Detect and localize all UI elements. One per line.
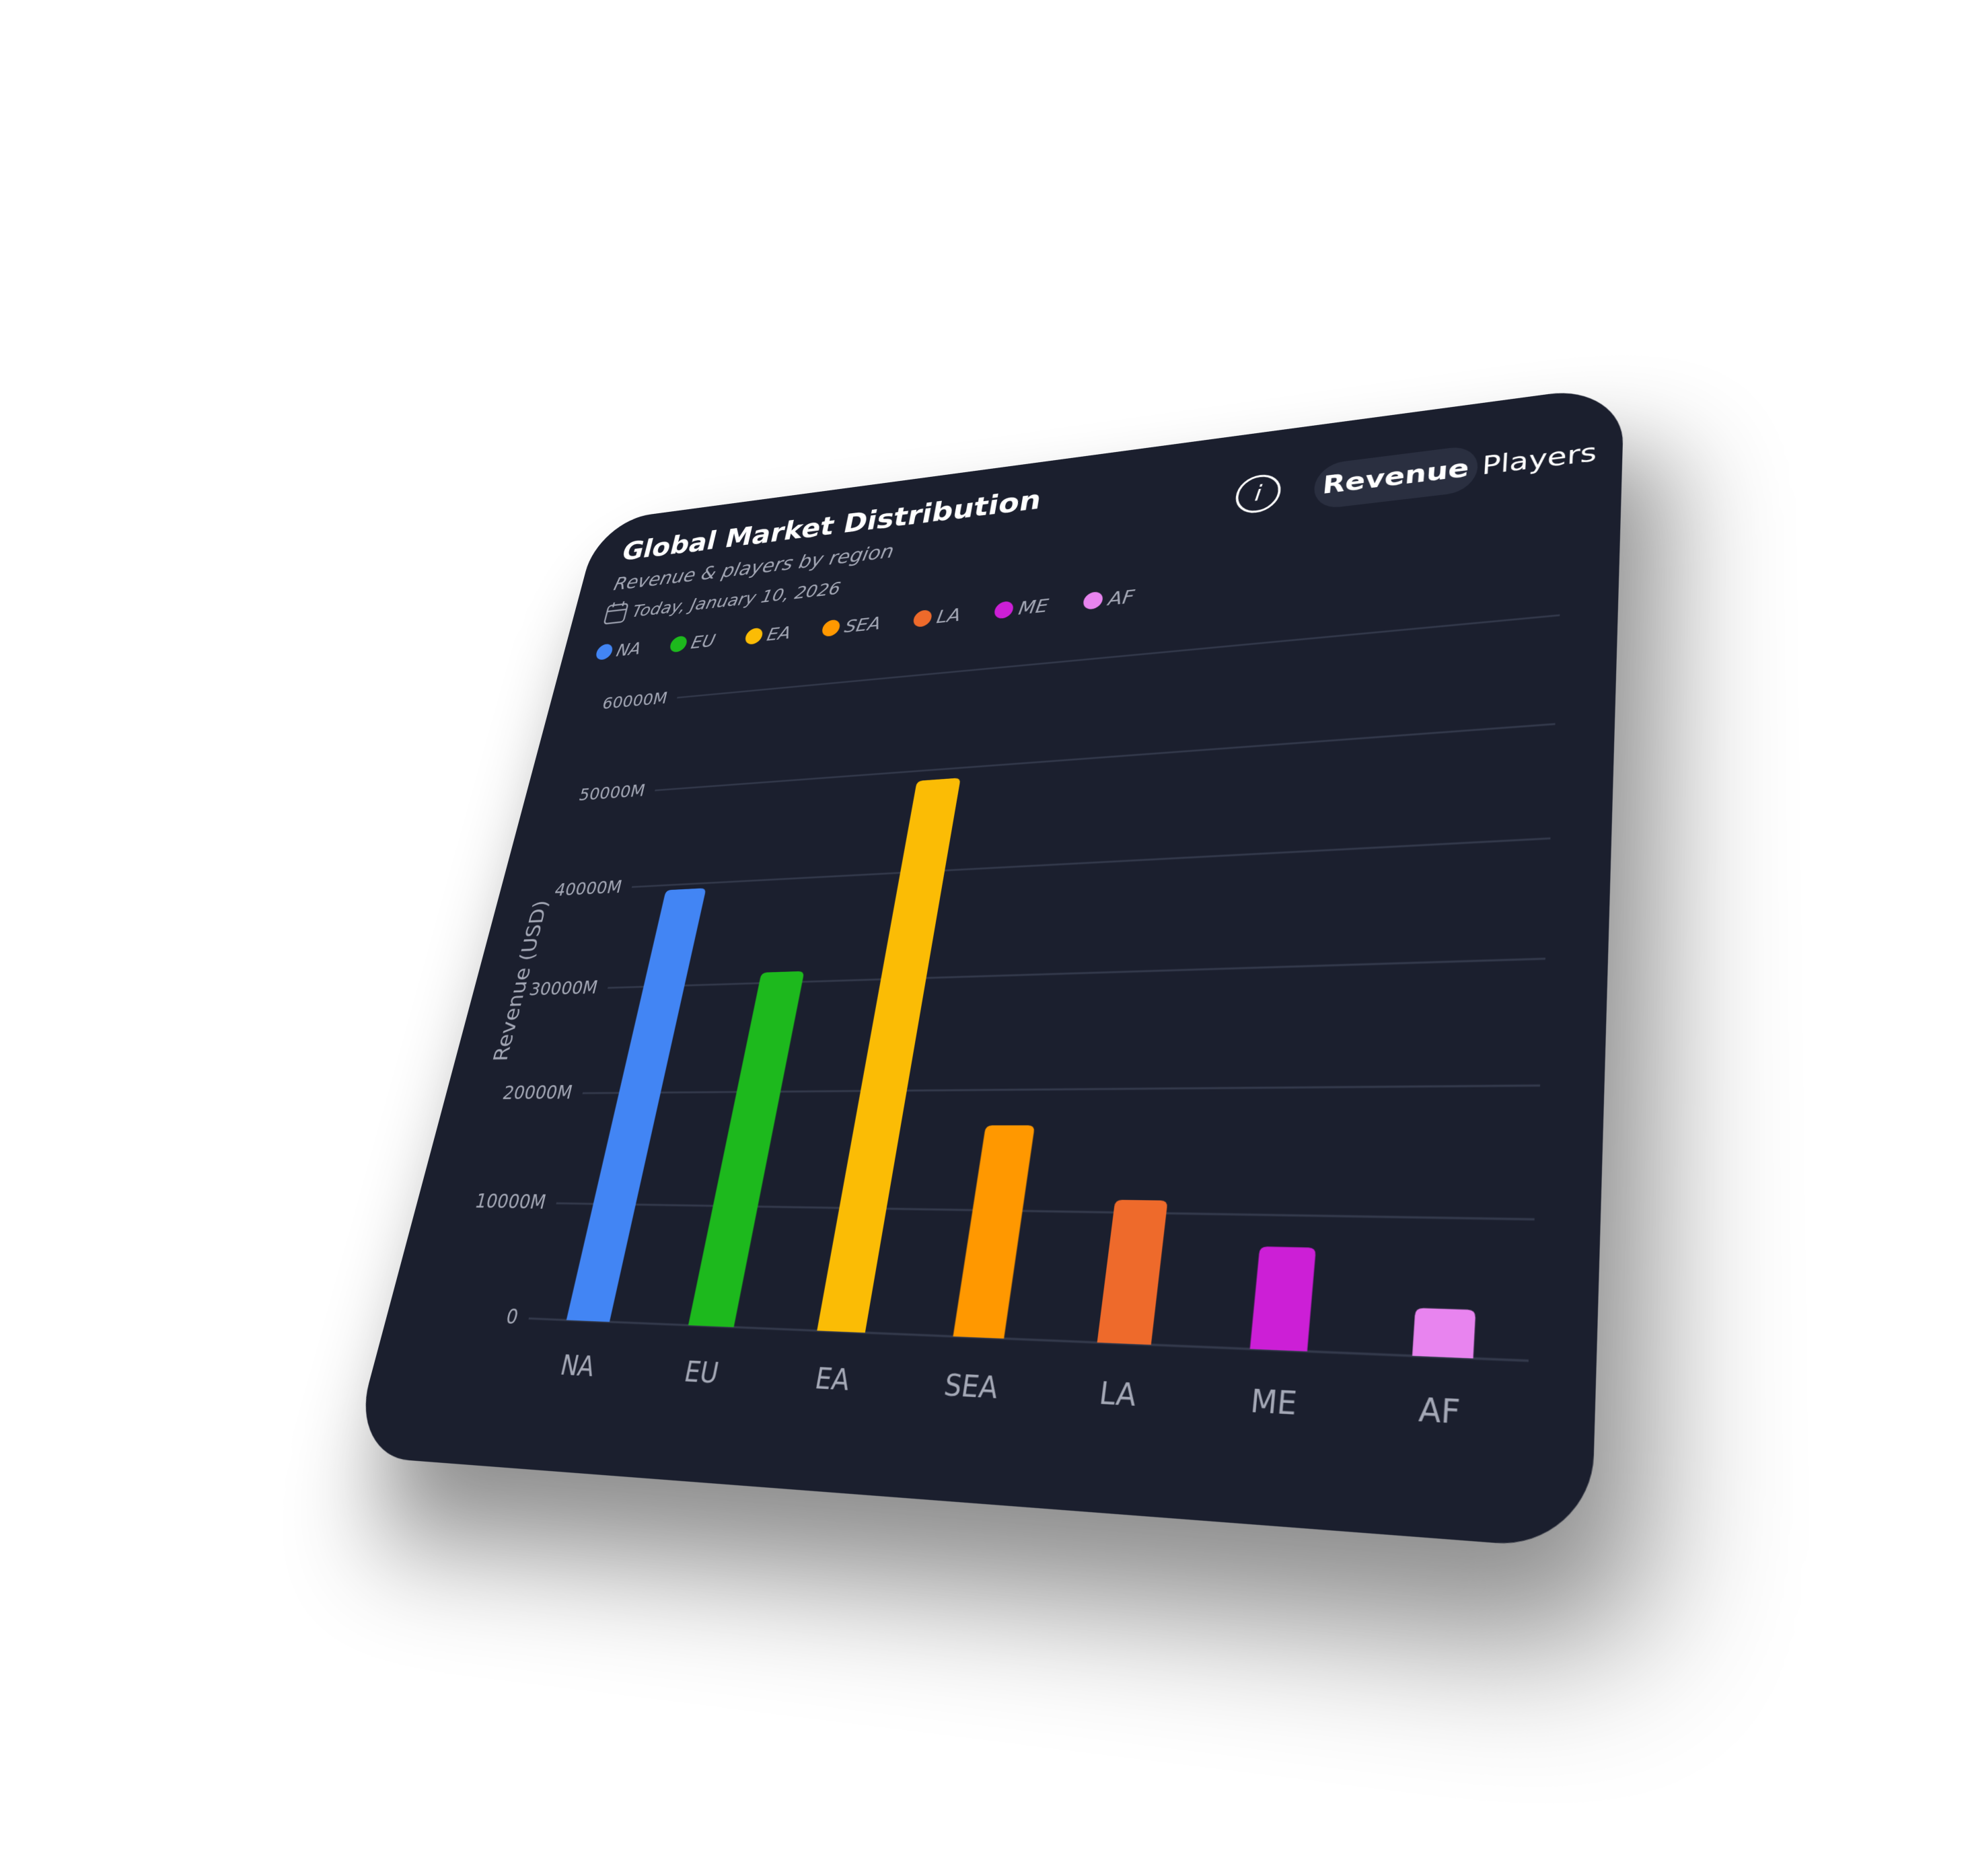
y-tick-label: 40000M [552, 876, 624, 900]
legend-label: EU [689, 631, 717, 653]
bar [1412, 1308, 1476, 1359]
bar [817, 778, 961, 1333]
legend-swatch [594, 643, 614, 661]
bar [566, 888, 706, 1322]
grid-line [608, 959, 1545, 987]
grid-line [632, 838, 1550, 887]
y-tick-label: 50000M [577, 780, 647, 804]
x-tick-label: LA [1097, 1376, 1138, 1414]
x-tick-label: EA [813, 1362, 852, 1398]
y-tick-label: 60000M [600, 689, 669, 714]
legend-label: SEA [843, 613, 883, 637]
legend-label: AF [1105, 586, 1136, 610]
bar [953, 1125, 1035, 1339]
y-tick-label: 10000M [473, 1189, 548, 1213]
legend-swatch [1082, 591, 1104, 610]
x-tick-label: EU [682, 1356, 721, 1390]
legend-swatch [993, 600, 1015, 620]
tab[interactable]: Players [1481, 437, 1597, 480]
y-tick-label: 20000M [501, 1081, 575, 1104]
legend-label: NA [614, 639, 643, 661]
legend-swatch [668, 635, 689, 653]
bar [688, 971, 805, 1328]
x-tick-label: AF [1418, 1392, 1461, 1432]
bar [1097, 1199, 1168, 1345]
grid-line [677, 615, 1560, 698]
grid-line [556, 1203, 1535, 1220]
legend-label: EA [765, 623, 793, 645]
y-tick-label: 30000M [527, 977, 599, 1000]
info-button[interactable]: i [1235, 474, 1282, 514]
legend-swatch [820, 619, 842, 638]
y-tick-label: 0 [503, 1304, 521, 1329]
chart: Global Market Distribution Revenue & pla… [473, 437, 1597, 1432]
legend-swatch [912, 609, 933, 628]
legend-label: LA [935, 605, 963, 628]
legend-swatch [743, 627, 764, 645]
grid-line [583, 1086, 1540, 1093]
tab-active-bg [1312, 444, 1480, 511]
legend-label: ME [1017, 595, 1050, 619]
svg-text:i: i [1253, 481, 1263, 506]
x-tick-label: SEA [942, 1368, 1000, 1406]
card: Global Market Distribution Revenue & pla… [349, 383, 1625, 1550]
grid-line [655, 724, 1555, 790]
bar [1249, 1246, 1317, 1352]
x-tick-label: NA [557, 1350, 597, 1384]
x-tick-label: ME [1249, 1384, 1298, 1423]
grid-line [529, 1318, 1529, 1361]
calendar-icon [604, 601, 629, 624]
